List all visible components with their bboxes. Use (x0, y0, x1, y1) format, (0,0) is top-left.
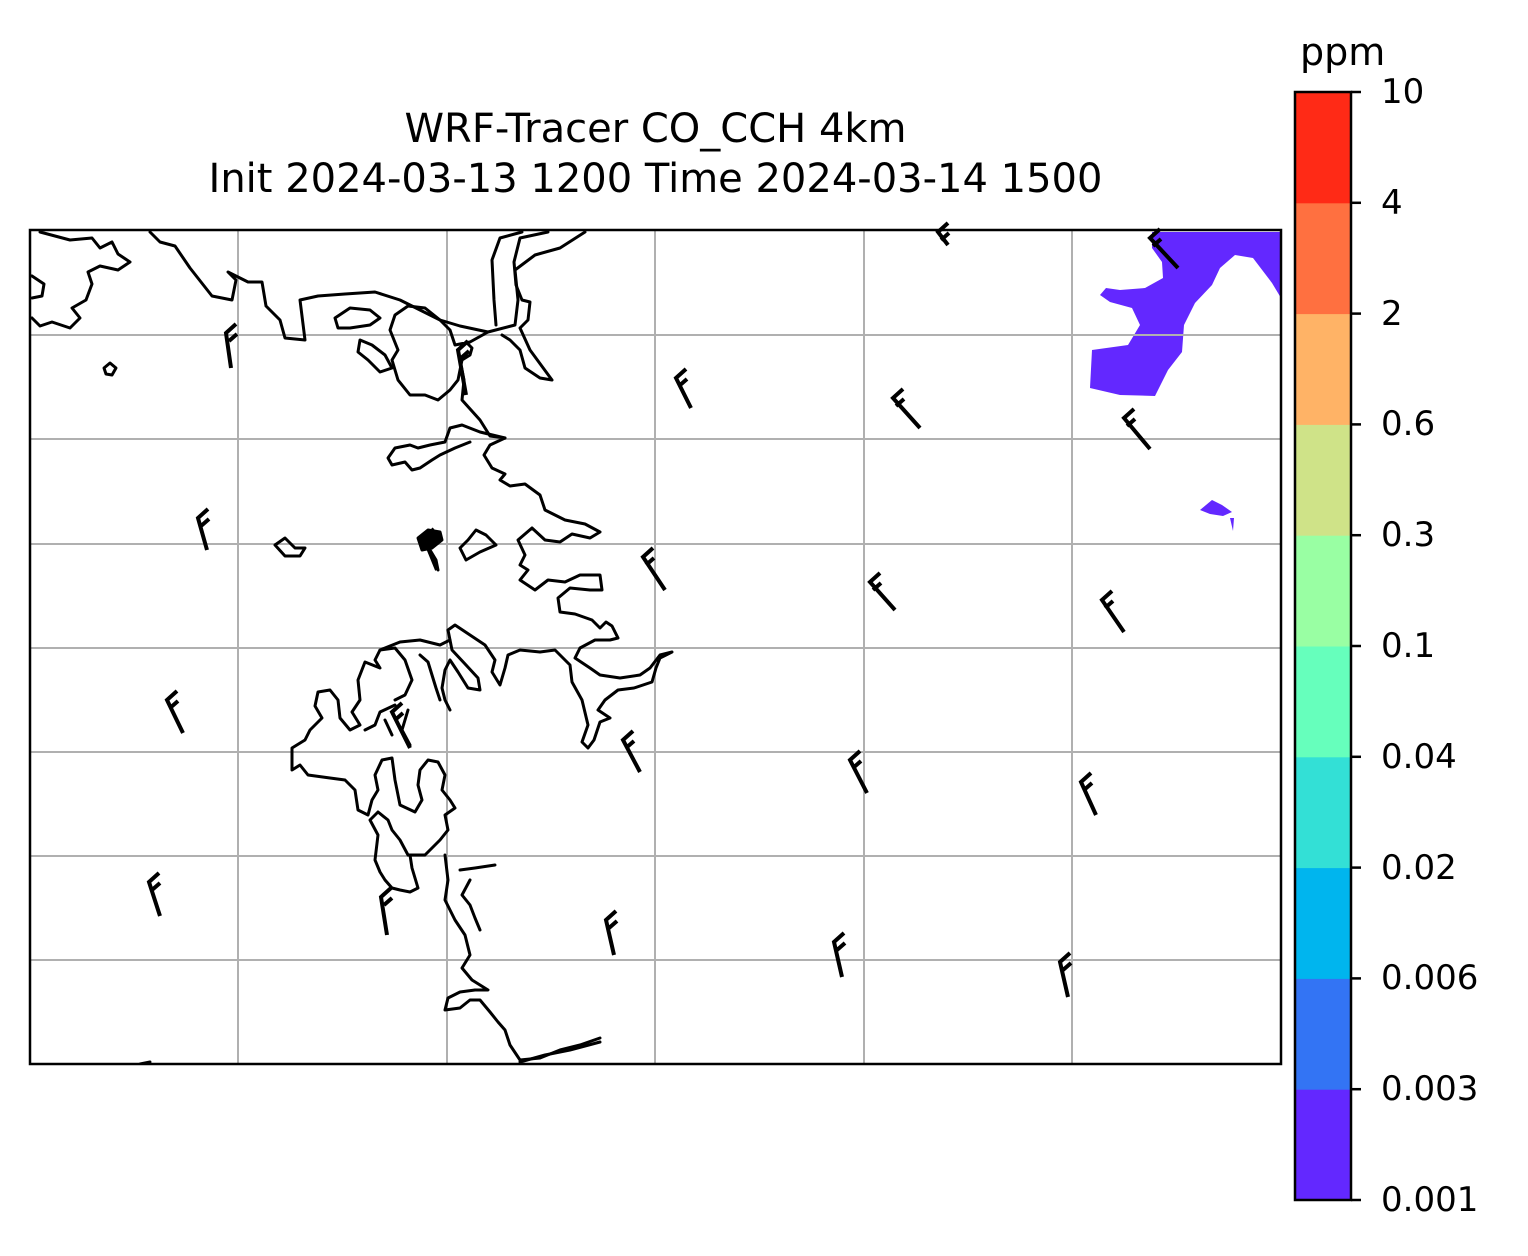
colorbar-segment (1295, 202, 1351, 315)
coastline-west-sound (290, 638, 457, 894)
wind-barb (1121, 407, 1152, 451)
colorbar-tick-label: 0.001 (1381, 1180, 1479, 1220)
wind-barbs (146, 221, 1180, 998)
wind-barb (146, 871, 162, 917)
wind-barb (847, 749, 869, 794)
wind-barb (1147, 227, 1180, 270)
wind-barb (603, 909, 619, 956)
colorbar-tick-label: 0.006 (1381, 958, 1479, 999)
colorbar-tick-label: 0.003 (1381, 1069, 1479, 1110)
island-1 (333, 306, 382, 330)
colorbar-tick-label: 0.02 (1381, 847, 1457, 888)
wind-barb (831, 931, 847, 978)
colorbar-segment (1295, 1089, 1351, 1201)
tracer-area-northeast (1090, 232, 1281, 396)
colorbar-segment (1295, 424, 1351, 536)
coastline-south-spit (518, 1040, 602, 1064)
colorbar-tick-label: 0.1 (1381, 626, 1436, 666)
wind-barb (890, 387, 922, 430)
title-line-2: Init 2024-03-13 1200 Time 2024-03-14 150… (208, 156, 1103, 202)
map-title: WRF-Tracer CO_CCH 4km Init 2024-03-13 12… (30, 104, 1281, 204)
gridlines (30, 230, 1281, 1064)
island-4 (273, 536, 307, 558)
wind-barb (867, 571, 897, 612)
coastline-central-channel (490, 230, 554, 382)
island-5 (416, 528, 444, 552)
colorbar-units: ppm (1300, 30, 1386, 74)
wind-barb (164, 689, 185, 734)
wind-barb (620, 729, 642, 773)
title-line-1: WRF-Tracer CO_CCH 4km (404, 106, 907, 152)
colorbar-segment (1295, 756, 1351, 869)
wind-barb (195, 507, 211, 551)
wind-barb (389, 701, 412, 749)
wind-barb (673, 367, 693, 409)
coastline-southwest-channel (443, 853, 602, 1062)
colorbar-tick-label: 10 (1381, 72, 1425, 112)
coastline-central-inlet (386, 423, 507, 472)
colorbar-segment (1295, 646, 1351, 758)
colorbar-tick-label: 0.3 (1381, 515, 1436, 556)
wind-barb (1078, 771, 1098, 816)
colorbar-tick-label: 2 (1381, 293, 1403, 334)
island-2 (356, 338, 394, 374)
island-3 (102, 361, 118, 377)
wind-barb (1057, 951, 1073, 998)
coastlines (30, 230, 674, 1064)
colorbar-segment (1295, 535, 1351, 647)
colorbar-ticks (1351, 90, 1361, 1202)
wind-barb (378, 886, 394, 936)
colorbar-tick-label: 4 (1381, 182, 1403, 223)
coastline-northwest (30, 230, 132, 330)
colorbar-segment (1295, 867, 1351, 979)
wind-barb (640, 546, 667, 592)
colorbar-tick-label: 0.6 (1381, 404, 1436, 445)
colorbar-tick-label: 0.04 (1381, 736, 1457, 777)
wind-barb (1099, 589, 1126, 634)
wind-barb (421, 527, 439, 571)
wind-barb (935, 221, 951, 247)
colorbar-segment (1295, 92, 1351, 204)
wind-barb (223, 322, 239, 369)
colorbar (1295, 92, 1351, 1201)
map-frame (28, 228, 1283, 1066)
coastline-north-arm (148, 230, 587, 342)
wind-barb (455, 339, 471, 396)
colorbar-segment (1295, 313, 1351, 425)
tracer-area-east-small (1200, 500, 1234, 531)
tracer-concentration-field (1090, 232, 1281, 531)
colorbar-segment (1295, 978, 1351, 1090)
